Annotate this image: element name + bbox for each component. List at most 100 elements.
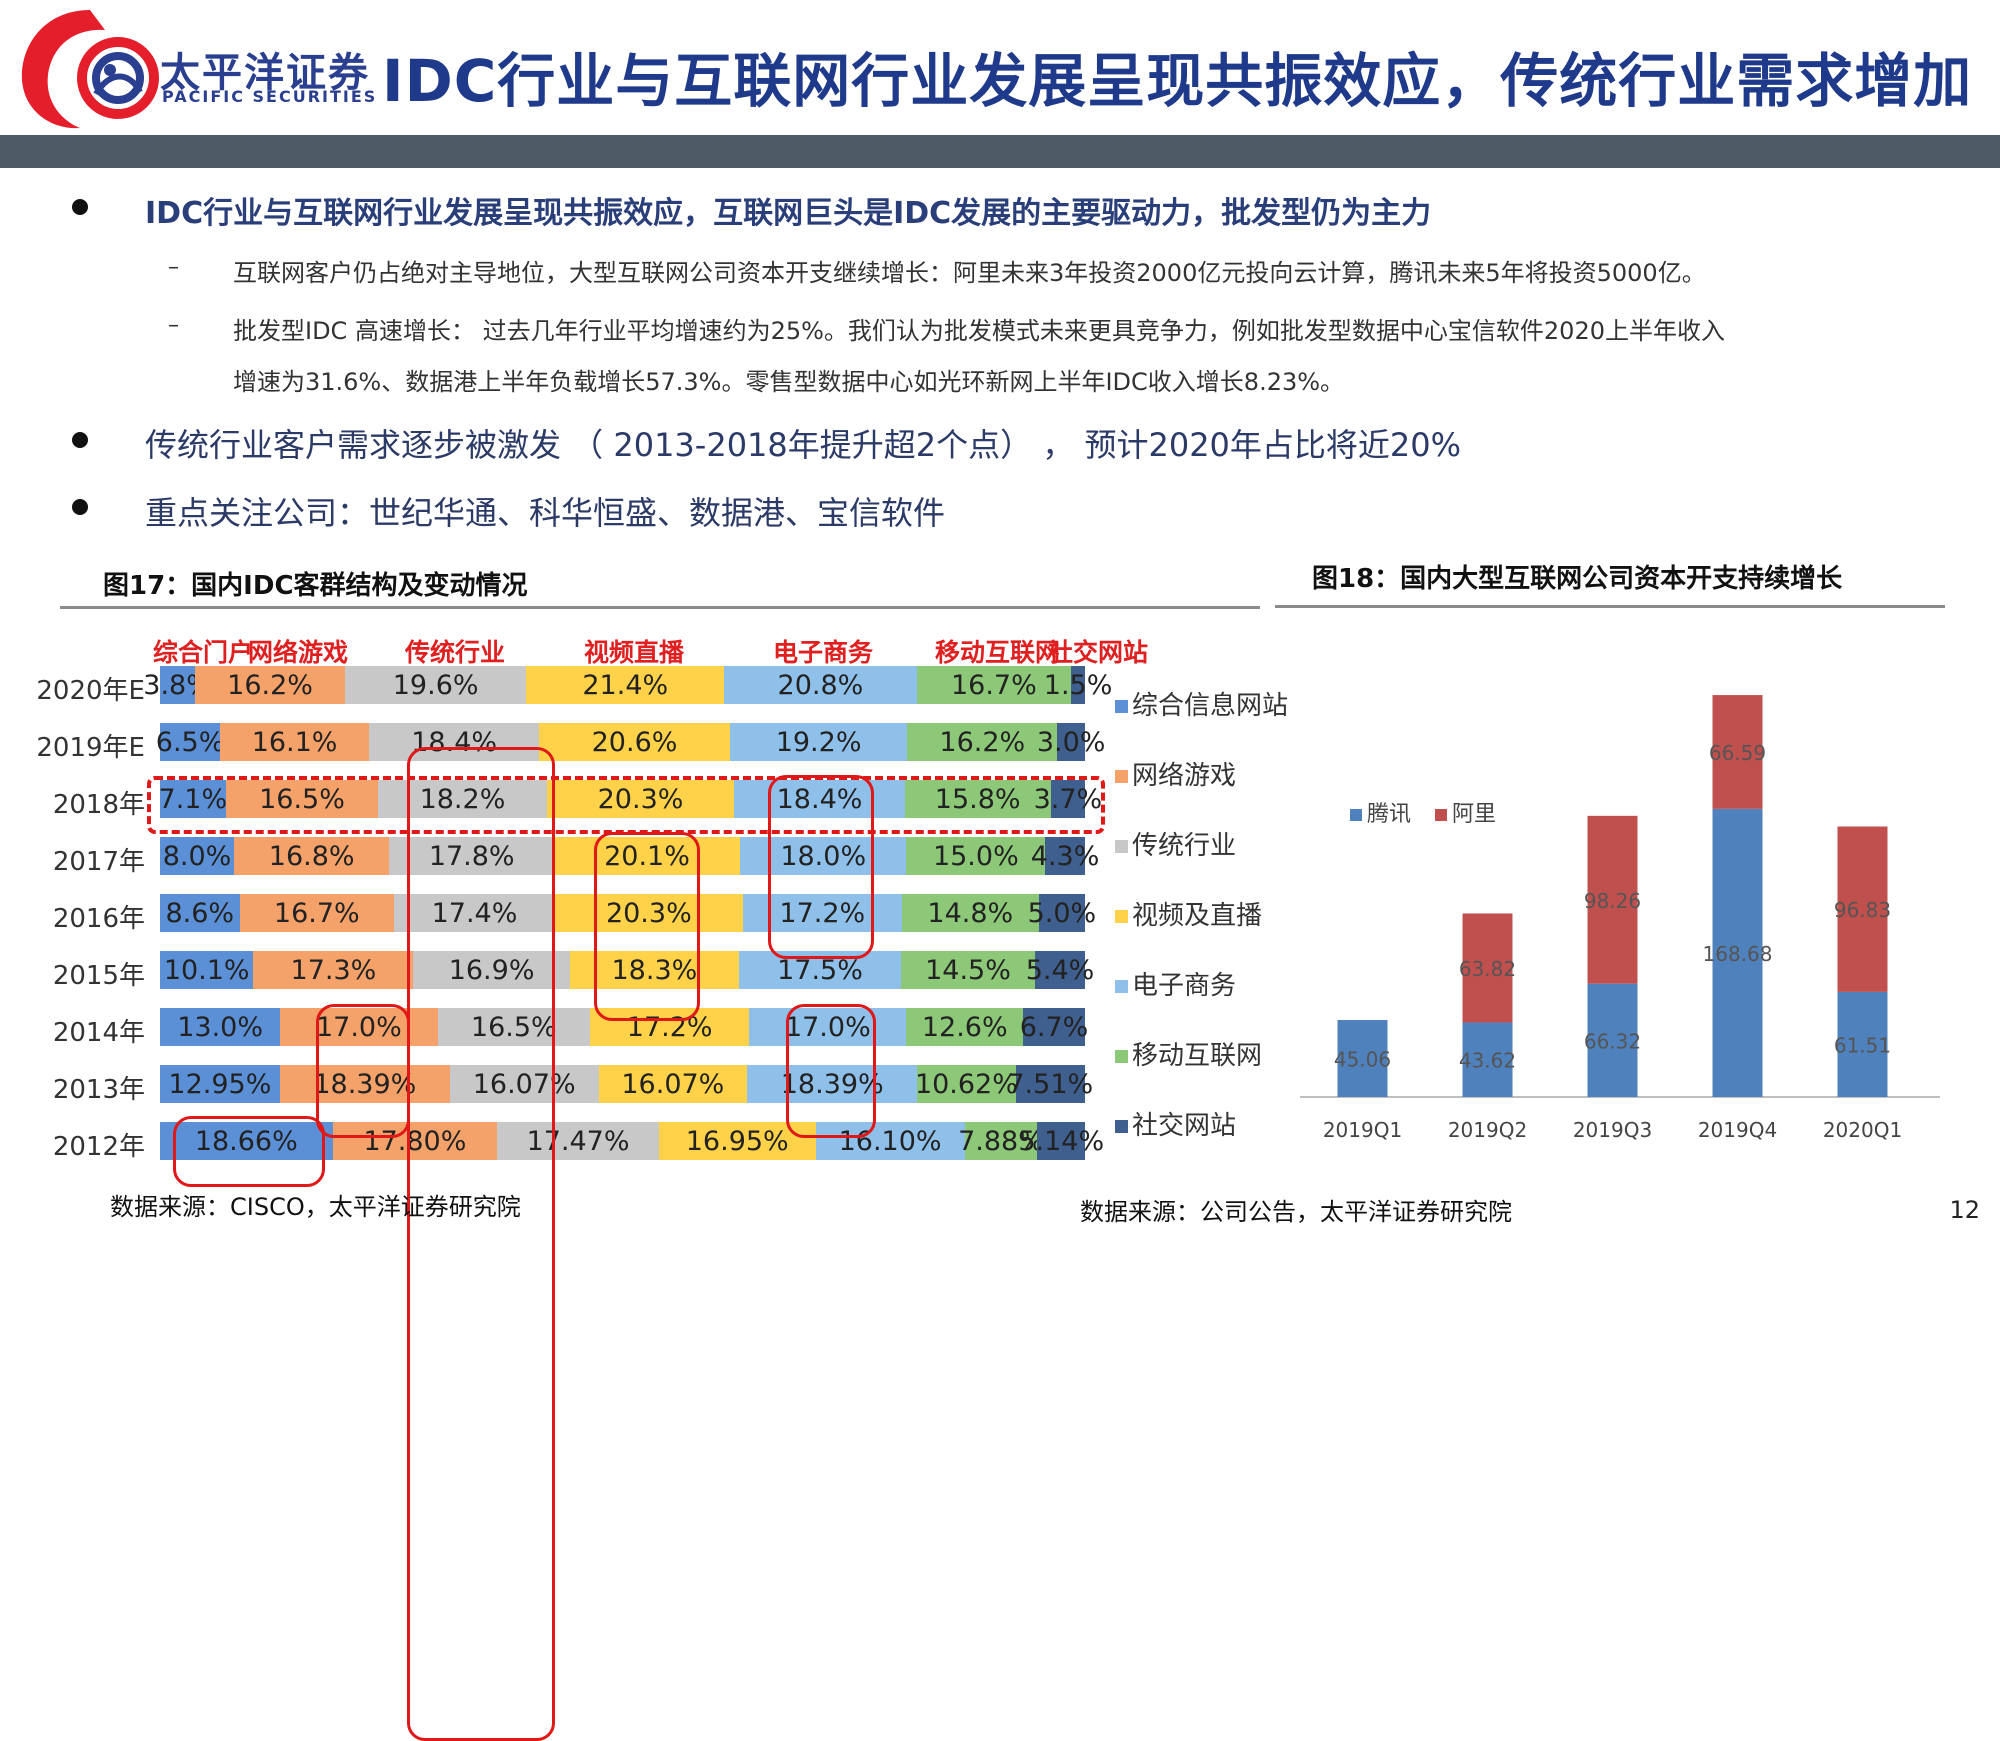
bar-segment: 21.4%: [526, 666, 725, 704]
x-tick-label: 2019Q4: [1698, 1118, 1777, 1142]
bar-segment: 13.0%: [160, 1008, 281, 1046]
capex-stacked-bar-chart: 45.06 2019Q1 43.62 63.82 2019Q2 66.32 98.26 201…: [1280, 655, 1960, 1145]
bar-segment: 3.0%: [1037, 723, 1105, 761]
column-header: 视频直播: [584, 638, 685, 667]
page-title: IDC行业与互联网行业发展呈现共振效应，传统行业需求增加: [382, 47, 1973, 115]
data-label: 63.82: [1459, 957, 1516, 981]
bar-row: 13.0% 17.0% 16.5% 17.2% 17.0% 12.6% 6.7%: [160, 1008, 1088, 1046]
bar: [1837, 991, 1888, 1097]
highlight-portal-2012: [173, 1116, 325, 1187]
figure18-source: 数据来源：公司公告，太平洋证券研究院: [1080, 1198, 1512, 1226]
data-label: 66.32: [1584, 1029, 1641, 1053]
row-label: 2015年: [52, 961, 145, 991]
legend-label: 腾讯: [1367, 802, 1411, 827]
bar-row: 3.8% 16.2% 19.6% 21.4% 20.8% 16.7% 1.5%: [143, 666, 1112, 704]
bar-segment: 18.39%: [747, 1065, 918, 1103]
bar-row: 8.0% 16.8% 17.8% 20.1% 18.0% 15.0% 4.3%: [160, 837, 1099, 875]
data-label: 43.62: [1459, 1049, 1516, 1073]
legend-swatch: [1435, 809, 1447, 821]
legend-swatch: [1115, 770, 1128, 783]
x-tick-label: 2019Q1: [1323, 1118, 1402, 1142]
bar-row: 10.1% 17.3% 16.9% 18.3% 17.5% 14.5% 5.4%: [160, 951, 1094, 989]
highlight-2018-row: [147, 776, 1105, 834]
bar-segment: 8.0%: [160, 837, 234, 875]
highlight-games-2013-2014: [316, 1004, 410, 1138]
logo-mark: [21, 10, 159, 129]
legend-label: 移动互联网: [1132, 1041, 1263, 1071]
bullet-icon: [72, 199, 88, 215]
bar-segment: 16.07%: [449, 1065, 599, 1103]
figure18-title: 图18：国内大型互联网公司资本开支持续增长: [1312, 564, 1843, 594]
bar-segment: 5.14%: [1018, 1122, 1104, 1160]
column-header: 网络游戏: [248, 638, 349, 667]
bar-segment: 18.0%: [739, 837, 907, 875]
legend-label: 视频及直播: [1132, 901, 1263, 931]
row-label: 2017年: [52, 847, 145, 877]
bar-segment: 5.0%: [1028, 894, 1096, 932]
data-label: 98.26: [1584, 889, 1641, 913]
bar-segment: 18.2%: [378, 780, 547, 818]
bar: [1587, 815, 1638, 984]
bar-segment: 15.0%: [906, 837, 1046, 875]
bar-segment: 16.7%: [239, 894, 395, 932]
data-label: 168.68: [1703, 942, 1773, 966]
page-number: 12: [1949, 1196, 1980, 1224]
legend-item: 网络游戏: [1115, 755, 1236, 792]
column-header: 移动互联网: [935, 638, 1061, 667]
bar-segment: 17.3%: [253, 951, 414, 989]
bar-segment: 10.1%: [160, 951, 254, 989]
bar: [1462, 1022, 1513, 1097]
column-header: 传统行业: [405, 638, 506, 667]
sub-bullet-2-line-1: 批发型IDC 高速增长： 过去几年行业平均增速约为25%。我们认为批发模式未来更…: [233, 317, 1725, 345]
legend-swatch: [1115, 840, 1128, 853]
bar-segment: 19.6%: [345, 666, 527, 704]
bar-segment: 8.6%: [160, 894, 240, 932]
figure17-title: 图17：国内IDC客群结构及变动情况: [103, 571, 528, 601]
bar-segment: 17.80%: [332, 1122, 498, 1160]
bar-segment: 16.7%: [916, 666, 1072, 704]
bar-segment: 16.1%: [220, 723, 370, 761]
bar-row: 8.6% 16.7% 17.4% 20.3% 17.2% 14.8% 5.0%: [160, 894, 1096, 932]
bar-segment: 20.8%: [724, 666, 917, 704]
header-divider-bar: [0, 135, 2000, 168]
bar-segment: 1.5%: [1044, 666, 1112, 704]
legend-swatch: [1115, 1050, 1128, 1063]
bar-segment: 17.2%: [590, 1008, 750, 1046]
bar-segment: 20.3%: [546, 780, 735, 818]
bar-segment: 19.2%: [729, 723, 908, 761]
figure17-rule: [60, 606, 1260, 609]
highlight-video-2015-2017: [594, 832, 700, 1021]
legend-item: 综合信息网站: [1115, 685, 1288, 722]
bar-segment: 17.4%: [394, 894, 555, 932]
bar-segment: 14.8%: [901, 894, 1039, 932]
legend-label: 网络游戏: [1132, 761, 1237, 791]
row-label: 2020年E: [36, 676, 145, 706]
bullet-1-text: IDC行业与互联网行业发展呈现共振效应，互联网巨头是IDC发展的主要驱动力，批发…: [145, 196, 1432, 231]
bar-segment: 5.4%: [1026, 951, 1094, 989]
bullet-icon: [72, 432, 88, 448]
bar-segment: 14.5%: [900, 951, 1036, 989]
bar-segment: 4.3%: [1031, 837, 1099, 875]
data-label: 45.06: [1334, 1048, 1391, 1072]
bar: [1712, 808, 1763, 1097]
bar-segment: 17.0%: [280, 1008, 438, 1046]
legend-label: 传统行业: [1132, 831, 1237, 861]
bar-segment: 7.1%: [159, 780, 227, 818]
figure17-source: 数据来源：CISCO，太平洋证券研究院: [110, 1193, 521, 1221]
highlight-traditional-column: [407, 747, 555, 1741]
idc-customer-structure-chart: 综合门户 网络游戏 传统行业 视频直播 电子商务 移动互联网 社交网站 2020年E 3.8%…: [0, 610, 1288, 1741]
legend-swatch: [1115, 700, 1128, 713]
legend-item: 视频及直播: [1115, 895, 1262, 932]
bullet-2-text: 传统行业客户需求逐步被激发 （ 2013-2018年提升超2个点） ， 预计20…: [145, 426, 1462, 464]
bar-row: 7.1% 16.5% 18.2% 20.3% 18.4% 15.8% 3.7%: [159, 780, 1102, 818]
bar-segment: 12.6%: [906, 1008, 1024, 1046]
row-label: 2014年: [52, 1018, 145, 1048]
row-label: 2013年: [52, 1075, 145, 1105]
dash-icon: –: [168, 313, 179, 338]
bullet-icon: [72, 499, 88, 515]
bar-segment: 16.9%: [413, 951, 570, 989]
sub-bullet-1-text: 互联网客户仍占绝对主导地位，大型互联网公司资本开支继续增长：阿里未来3年投资20…: [233, 259, 1706, 287]
bar-segment: 16.2%: [907, 723, 1058, 761]
bar-row: 18.66% 17.80% 17.47% 16.95% 16.10% 7.88% 5.14%: [160, 1122, 1104, 1160]
brand-name-cn: 太平洋证券: [160, 50, 370, 96]
